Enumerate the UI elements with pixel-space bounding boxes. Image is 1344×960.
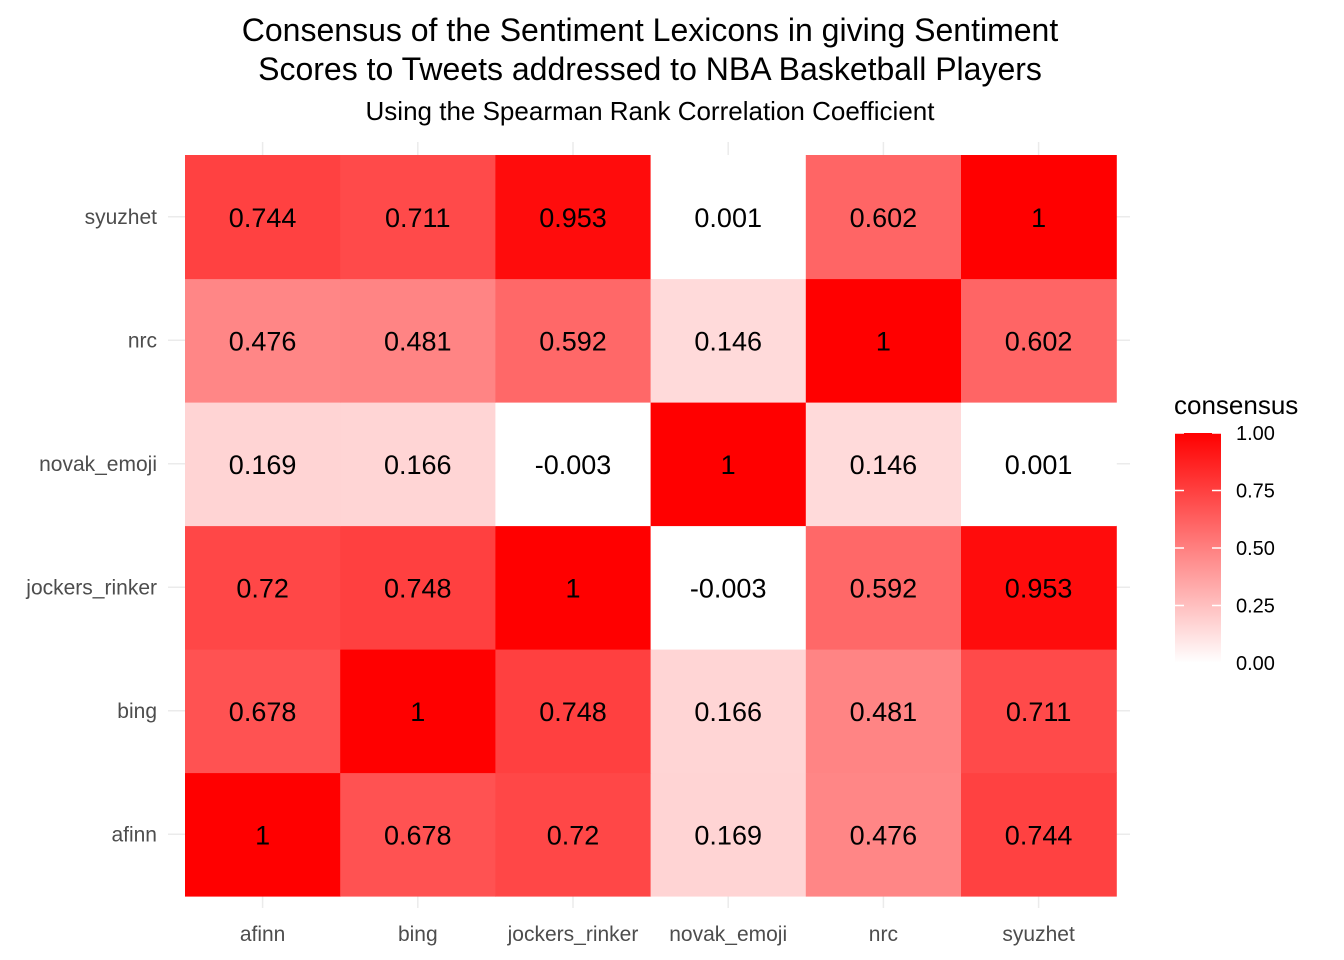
cell-value-label: 0.602 [1005, 326, 1073, 356]
y-tick-label: nrc [128, 329, 157, 352]
heatmap-cell-novak_emoji-syuzhet [961, 402, 1117, 527]
y-tick-label: novak_emoji [39, 453, 157, 476]
heatmap-cell-novak_emoji-nrc [805, 402, 962, 527]
cell-value-label: 0.72 [236, 573, 289, 603]
cell-value-label: 0.481 [384, 326, 452, 356]
cell-value-label: 0.744 [1005, 820, 1073, 850]
cell-value-label: 0.748 [384, 573, 452, 603]
legend-tick-label: 1.00 [1236, 423, 1275, 445]
heatmap-cell-nrc-novak_emoji [650, 278, 807, 403]
cell-value-label: 0.678 [229, 697, 297, 727]
heatmap-cell-bing-bing [340, 649, 496, 774]
cell-value-label: 0.146 [694, 326, 762, 356]
cell-value-label: 0.146 [850, 450, 918, 480]
cell-value-label: 0.953 [1005, 573, 1073, 603]
heatmap-cell-bing-nrc [805, 649, 962, 774]
cell-value-label: 0.72 [547, 820, 600, 850]
legend-tick-label: 0.75 [1236, 481, 1275, 503]
x-tick-label: bing [398, 923, 438, 946]
heatmap-cell-bing-novak_emoji [650, 649, 807, 774]
heatmap-cell-jockers_rinker-afinn [185, 525, 341, 650]
cell-value-label: 0.711 [1006, 697, 1072, 727]
cell-value-label: 0.476 [229, 326, 297, 356]
cell-value-label: 0.711 [385, 203, 451, 233]
heatmap-cell-afinn-bing [340, 772, 496, 897]
cell-value-label: 0.166 [384, 450, 452, 480]
heatmap-cell-syuzhet-novak_emoji [650, 155, 807, 280]
heatmap-cell-syuzhet-bing [340, 155, 496, 280]
heatmap-cell-bing-syuzhet [961, 649, 1117, 774]
cell-value-label: 0.678 [384, 820, 452, 850]
y-tick-label: afinn [111, 823, 157, 846]
heatmap-cell-jockers_rinker-novak_emoji [650, 525, 807, 650]
cell-value-label: 0.169 [229, 450, 297, 480]
heatmap-cell-syuzhet-afinn [185, 155, 341, 280]
cell-value-label: 0.001 [1005, 450, 1073, 480]
cell-value-label: -0.003 [535, 450, 612, 480]
cell-value-label: 0.476 [850, 820, 918, 850]
heatmap-cell-nrc-jockers_rinker [495, 278, 652, 403]
heatmap-cell-nrc-nrc [805, 278, 962, 403]
x-tick-label: nrc [869, 923, 898, 946]
heatmap-cell-novak_emoji-bing [340, 402, 496, 527]
legend-tick-label: 0.00 [1236, 653, 1275, 675]
heatmap-cell-novak_emoji-jockers_rinker [495, 402, 652, 527]
x-tick-label: jockers_rinker [507, 923, 639, 946]
chart-subtitle: Using the Spearman Rank Correlation Coef… [365, 96, 935, 126]
heatmap-cell-syuzhet-jockers_rinker [495, 155, 652, 280]
chart-title-line-2: Scores to Tweets addressed to NBA Basket… [258, 51, 1042, 87]
heatmap-cell-afinn-nrc [805, 772, 962, 897]
y-tick-label: jockers_rinker [25, 576, 157, 599]
cell-value-label: -0.003 [690, 573, 767, 603]
cell-value-label: 1 [565, 573, 580, 603]
cell-value-label: 0.169 [694, 820, 762, 850]
cell-value-label: 1 [410, 697, 425, 727]
heatmap-cell-labels: 1 0.678 0.72 0.169 0.476 0.744 0.678 1 0.748 0.16… [229, 203, 1073, 851]
cell-value-label: 0.602 [850, 203, 918, 233]
legend-tick-label: 0.50 [1236, 538, 1275, 560]
chart-title-line-1: Consensus of the Sentiment Lexicons in g… [241, 12, 1059, 48]
heatmap-cell-nrc-afinn [185, 278, 341, 403]
heatmap-cell-syuzhet-syuzhet [961, 155, 1117, 280]
cell-value-label: 0.481 [850, 697, 918, 727]
heatmap-cell-bing-afinn [185, 649, 341, 774]
heatmap-cell-jockers_rinker-jockers_rinker [495, 525, 652, 650]
heatmap-cell-afinn-jockers_rinker [495, 772, 652, 897]
y-tick-label: bing [117, 700, 157, 723]
cell-value-label: 0.748 [539, 697, 607, 727]
cell-value-label: 1 [876, 326, 891, 356]
heatmap-cell-jockers_rinker-bing [340, 525, 496, 650]
heatmap-cell-jockers_rinker-nrc [805, 525, 962, 650]
cell-value-label: 0.744 [229, 203, 297, 233]
heatmap-cell-novak_emoji-novak_emoji [650, 402, 807, 527]
cell-value-label: 0.592 [539, 326, 607, 356]
cell-value-label: 1 [255, 820, 270, 850]
heatmap-cell-nrc-syuzhet [961, 278, 1117, 403]
cell-value-label: 1 [721, 450, 736, 480]
heatmap-cell-bing-jockers_rinker [495, 649, 652, 774]
cell-value-label: 0.953 [539, 203, 607, 233]
cell-value-label: 1 [1031, 203, 1046, 233]
y-tick-label: syuzhet [85, 206, 158, 229]
x-tick-label: novak_emoji [669, 923, 787, 946]
x-axis: afinn bing jockers_rinker novak_emoji nrc syu… [240, 923, 1075, 946]
cell-value-label: 0.592 [850, 573, 918, 603]
heatmap-cell-afinn-syuzhet [961, 772, 1117, 897]
legend: 0.00 0.25 0.50 0.75 1.00 [1175, 423, 1275, 675]
x-tick-label: syuzhet [1002, 923, 1075, 946]
legend-tick-label: 0.25 [1236, 596, 1275, 618]
heatmap-cell-novak_emoji-afinn [185, 402, 341, 527]
y-axis: afinn bing jockers_rinker novak_emoji nrc syu… [25, 206, 157, 847]
heatmap-cells [185, 155, 1117, 897]
legend-title: consensus [1174, 390, 1299, 420]
heatmap-cell-afinn-novak_emoji [650, 772, 807, 897]
heatmap-cell-nrc-bing [340, 278, 496, 403]
heatmap-cell-afinn-afinn [185, 772, 341, 897]
heatmap-cell-syuzhet-nrc [805, 155, 962, 280]
cell-value-label: 0.166 [694, 697, 762, 727]
heatmap-cell-jockers_rinker-syuzhet [961, 525, 1117, 650]
cell-value-label: 0.001 [694, 203, 762, 233]
x-tick-label: afinn [240, 923, 286, 946]
